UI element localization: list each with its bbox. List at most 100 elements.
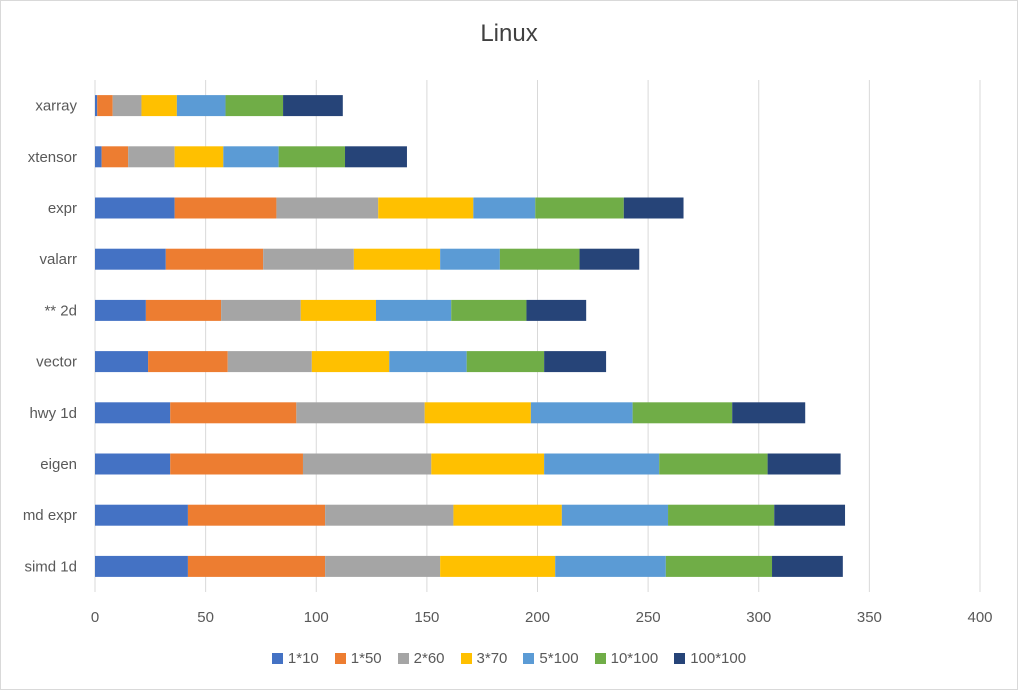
- bar-segment-100*100: [623, 197, 684, 219]
- y-category-label: eigen: [40, 456, 77, 473]
- bar-segment-1*10: [95, 351, 149, 373]
- legend-swatch: [594, 653, 606, 664]
- bar-segment-5*100: [530, 402, 633, 424]
- bar-segment-100*100: [732, 402, 806, 424]
- bar-segment-5*100: [223, 146, 279, 168]
- bar-segment-1*50: [101, 146, 129, 168]
- x-tick-label-350: 350: [857, 609, 882, 626]
- y-category-label: xarray: [35, 98, 77, 115]
- y-category-label: valarr: [39, 251, 77, 268]
- bar-segment-5*100: [555, 555, 666, 577]
- x-tick-label-150: 150: [414, 609, 439, 626]
- legend-swatch: [271, 653, 283, 664]
- bar-segment-5*100: [473, 197, 536, 219]
- bar-segment-1*10: [95, 95, 98, 117]
- x-tick-label-100: 100: [304, 609, 329, 626]
- bar-segment-1*50: [187, 555, 326, 577]
- bar-segment-1*50: [97, 95, 113, 117]
- legend-swatch: [460, 653, 472, 664]
- y-category-label: xtensor: [28, 149, 77, 166]
- bar-segment-3*70: [174, 146, 224, 168]
- legend-item: 1*10: [271, 650, 319, 667]
- legend-item: 5*100: [523, 650, 579, 667]
- bar-segment-1*50: [174, 197, 277, 219]
- y-category-label: ** 2d: [44, 302, 77, 319]
- bar-segment-5*100: [544, 453, 660, 475]
- bar-segment-3*70: [311, 351, 390, 373]
- legend-item: 2*60: [397, 650, 445, 667]
- bar-segment-1*50: [148, 351, 228, 373]
- bar-segment-1*10: [95, 146, 102, 168]
- bar-segment-3*70: [424, 402, 531, 424]
- legend-label: 2*60: [413, 650, 445, 667]
- y-category-label: vector: [36, 354, 77, 371]
- bar-segment-100*100: [774, 504, 846, 526]
- bar-segment-5*100: [389, 351, 467, 373]
- bar-segment-10*100: [466, 351, 545, 373]
- x-tick-label-300: 300: [746, 609, 771, 626]
- legend-swatch: [397, 653, 409, 664]
- bar-segment-100*100: [283, 95, 343, 117]
- legend-label: 3*70: [476, 650, 508, 667]
- bar-segment-3*70: [141, 95, 177, 117]
- bar-segment-2*60: [227, 351, 312, 373]
- bar-segment-2*60: [112, 95, 142, 117]
- bar-segment-10*100: [665, 555, 773, 577]
- bar-segment-1*10: [95, 504, 188, 526]
- bar-segment-10*100: [535, 197, 624, 219]
- bar-segment-2*60: [302, 453, 432, 475]
- bar-segment-10*100: [451, 299, 527, 321]
- x-tick-label-200: 200: [525, 609, 550, 626]
- bar-segment-100*100: [767, 453, 841, 475]
- legend-label: 10*100: [610, 650, 659, 667]
- legend-swatch: [674, 653, 686, 664]
- x-tick-label-0: 0: [91, 609, 99, 626]
- bar-segment-3*70: [378, 197, 474, 219]
- bar-segment-2*60: [296, 402, 425, 424]
- y-category-label: hwy 1d: [29, 405, 77, 422]
- bar-segment-1*50: [145, 299, 222, 321]
- bar-segment-2*60: [221, 299, 301, 321]
- bar-segment-1*50: [165, 248, 264, 270]
- legend-swatch: [334, 653, 346, 664]
- y-category-label: md expr: [23, 507, 77, 524]
- bar-segment-2*60: [325, 555, 441, 577]
- bar-segment-1*10: [95, 248, 166, 270]
- bar-segment-100*100: [544, 351, 607, 373]
- bar-segment-3*70: [440, 555, 556, 577]
- y-category-label: expr: [48, 200, 77, 217]
- bar-segment-5*100: [176, 95, 226, 117]
- x-tick-label-50: 50: [197, 609, 214, 626]
- legend-label: 5*100: [539, 650, 579, 667]
- legend-item: 3*70: [460, 650, 508, 667]
- bar-segment-2*60: [276, 197, 379, 219]
- legend-label: 100*100: [690, 650, 747, 667]
- bar-segment-5*100: [561, 504, 669, 526]
- legend-item: 1*50: [334, 650, 382, 667]
- chart-title: Linux: [480, 20, 538, 47]
- bar-segment-3*70: [453, 504, 562, 526]
- bar-segment-1*10: [95, 555, 188, 577]
- bar-segment-3*70: [300, 299, 376, 321]
- bar-segment-2*60: [263, 248, 354, 270]
- bar-segment-100*100: [772, 555, 843, 577]
- bar-segment-1*50: [170, 402, 297, 424]
- bar-segment-10*100: [632, 402, 733, 424]
- legend-item: 10*100: [594, 650, 659, 667]
- bar-segment-1*10: [95, 402, 171, 424]
- bar-segment-10*100: [278, 146, 346, 168]
- legend-item: 100*100: [674, 650, 746, 667]
- bar-segment-3*70: [353, 248, 441, 270]
- bar-segment-1*10: [95, 299, 146, 321]
- bar-segment-10*100: [225, 95, 284, 117]
- bar-segment-2*60: [325, 504, 454, 526]
- legend-label: 1*50: [350, 650, 382, 667]
- bar-segment-5*100: [440, 248, 500, 270]
- bar-segment-1*50: [170, 453, 303, 475]
- bar-segment-100*100: [579, 248, 640, 270]
- bar-segment-2*60: [128, 146, 175, 168]
- bar-segment-100*100: [345, 146, 407, 168]
- bar-segment-100*100: [526, 299, 587, 321]
- bar-segment-1*10: [95, 453, 171, 475]
